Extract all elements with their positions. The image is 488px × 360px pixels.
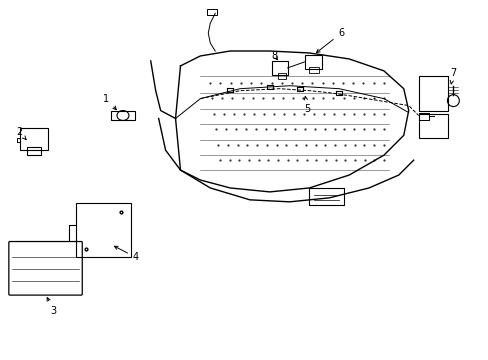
Bar: [271, 61, 287, 75]
Text: 6: 6: [316, 28, 344, 53]
Bar: [27, 147, 41, 155]
Text: 4: 4: [114, 246, 139, 262]
Bar: [111, 111, 135, 121]
Text: 3: 3: [47, 298, 57, 316]
Bar: [304, 55, 322, 69]
Bar: [207, 9, 217, 15]
Bar: [309, 67, 319, 73]
Text: 7: 7: [449, 68, 456, 84]
Text: 1: 1: [103, 94, 116, 110]
Text: 2: 2: [17, 127, 26, 140]
Bar: [418, 113, 447, 138]
Text: 5: 5: [304, 96, 310, 113]
Bar: [418, 76, 447, 111]
Bar: [277, 73, 285, 79]
Bar: [76, 203, 131, 257]
Text: 8: 8: [271, 51, 277, 61]
Bar: [20, 129, 47, 150]
